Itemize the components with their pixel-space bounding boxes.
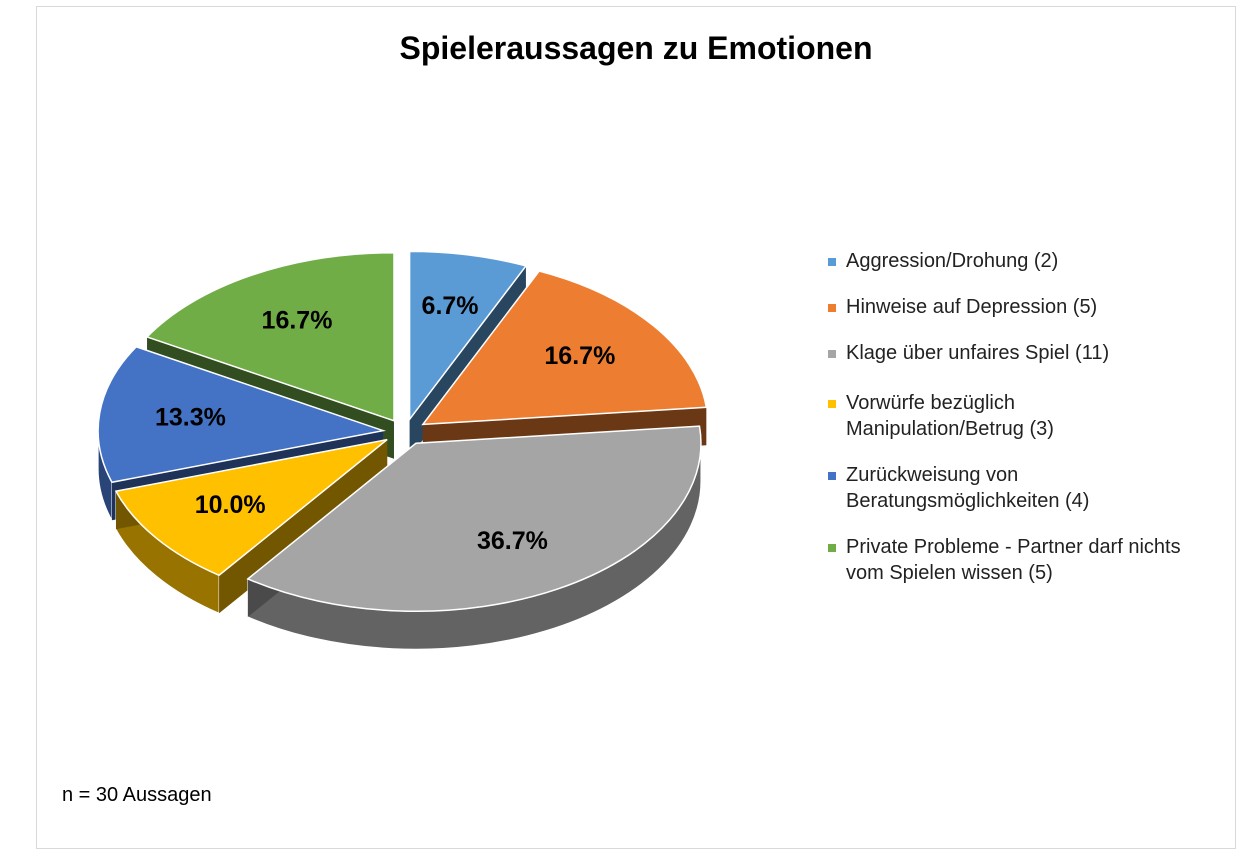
slice-top [97,345,387,484]
legend: Aggression/Drohung (2) Hinweise auf Depre… [826,248,1196,606]
data-label: 13.3% [155,403,226,431]
data-label: 6.7% [422,292,479,320]
slice-top [145,252,395,422]
legend-item: Zurückweisung von Beratungsmöglichkeiten… [826,462,1196,514]
slice-top [421,270,708,426]
legend-swatch [828,304,836,312]
legend-label: Klage über unfaires Spiel (11) [846,342,1110,364]
legend-item: Klage über unfaires Spiel (11) [826,340,1196,366]
legend-label: Private Probleme - Partner darf nichts v… [846,536,1181,584]
legend-swatch [828,400,836,408]
legend-item: Aggression/Drohung (2) [826,248,1196,274]
legend-swatch [828,472,836,480]
slice-top [114,438,388,577]
legend-label: Hinweise auf Depression (5) [846,296,1098,318]
slice-top [408,250,528,422]
legend-label: Zurückweisung von Beratungsmöglichkeiten… [846,464,1090,512]
legend-swatch [828,544,836,552]
legend-item: Private Probleme - Partner darf nichts v… [826,534,1196,586]
data-label: 16.7% [262,306,333,334]
slice-top [246,425,702,612]
data-label: 16.7% [544,342,615,370]
legend-label: Vorwürfe bezüglich Manipulation/Betrug (… [846,392,1054,440]
footnote: n = 30 Aussagen [62,784,212,806]
legend-item: Hinweise auf Depression (5) [826,294,1196,320]
slice [246,425,702,650]
data-label: 36.7% [477,527,548,555]
legend-item: Vorwürfe bezüglich Manipulation/Betrug (… [826,390,1196,442]
chart-frame [36,6,1236,849]
legend-label: Aggression/Drohung (2) [846,250,1059,272]
data-label: 10.0% [195,491,266,519]
legend-swatch [828,258,836,266]
chart-title: Spieleraussagen zu Emotionen [399,30,873,66]
legend-swatch [828,350,836,358]
slice [114,438,388,615]
